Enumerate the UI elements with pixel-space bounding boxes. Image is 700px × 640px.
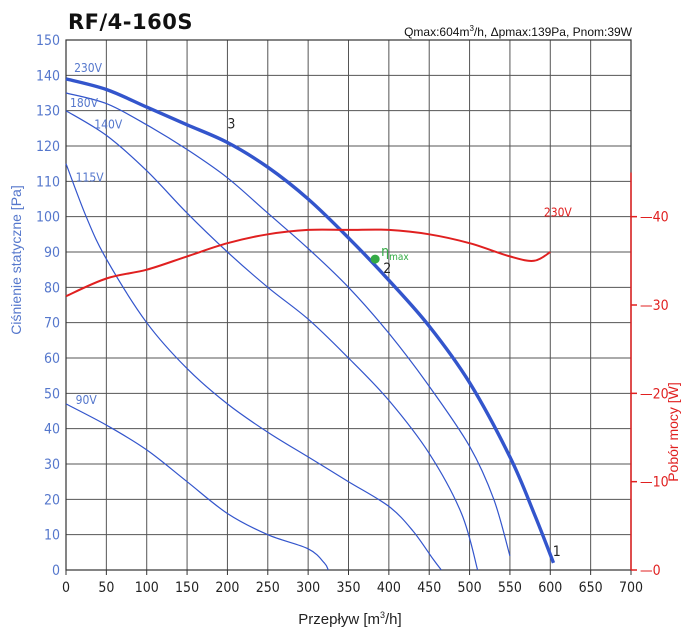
y-tick-label: 0 bbox=[52, 563, 60, 579]
max-efficiency-point bbox=[370, 254, 380, 264]
max-efficiency-label-sub: max bbox=[389, 252, 409, 263]
y-tick-label: 30 bbox=[44, 457, 60, 473]
y-tick-label: 90 bbox=[44, 245, 60, 261]
x-tick-label: 200 bbox=[215, 580, 239, 596]
y-tick-label: 10 bbox=[44, 528, 60, 544]
curve-label-pressure: 230V bbox=[74, 61, 103, 75]
y-tick-label: 70 bbox=[44, 316, 60, 332]
x-tick-label: 450 bbox=[417, 580, 441, 596]
x-axis-label: Przepływ [m3/h] bbox=[260, 610, 440, 628]
specs-qmax-exponent: 3 bbox=[469, 24, 474, 33]
y-tick-label: 130 bbox=[36, 104, 60, 120]
specs-qmax: Qmax:604m bbox=[404, 25, 470, 39]
x-tick-label: 700 bbox=[619, 580, 643, 596]
y2-axis-label: Pobór mocy [W] bbox=[665, 382, 681, 482]
x-axis-label-exponent: 3 bbox=[379, 610, 385, 620]
curve-label-power: 230V bbox=[544, 206, 573, 220]
y-tick-label: 100 bbox=[36, 210, 60, 226]
y-tick-label: 60 bbox=[44, 351, 60, 367]
x-tick-label: 500 bbox=[458, 580, 482, 596]
y-axis-label: Ciśnienie statyczne [Pa] bbox=[8, 185, 24, 335]
y-tick-label: 120 bbox=[36, 139, 60, 155]
curve-label-pressure: 90V bbox=[76, 393, 98, 407]
power-curve-230v bbox=[65, 228, 551, 298]
pressure-curve-140v bbox=[65, 110, 479, 571]
y2-tick-label: —20 bbox=[640, 386, 669, 402]
operating-point-number: 2 bbox=[383, 261, 391, 277]
chart-title: RF/4-160S bbox=[68, 10, 193, 34]
y-tick-label: 40 bbox=[44, 422, 60, 438]
x-tick-label: 600 bbox=[538, 580, 562, 596]
x-tick-label: 350 bbox=[336, 580, 360, 596]
pressure-curve-115v bbox=[65, 163, 442, 571]
x-axis-label-prefix: Przepływ [m bbox=[298, 611, 380, 628]
fan-specs: Qmax:604m3/h, Δpmax:139Pa, Pnom:39W bbox=[404, 24, 632, 39]
y-tick-label: 110 bbox=[36, 174, 60, 190]
y-tick-label: 20 bbox=[44, 492, 60, 508]
x-tick-label: 550 bbox=[498, 580, 522, 596]
x-tick-label: 300 bbox=[296, 580, 320, 596]
y2-tick-label: —40 bbox=[640, 210, 669, 226]
x-tick-label: 650 bbox=[579, 580, 603, 596]
operating-point-number: 1 bbox=[553, 544, 561, 560]
y-tick-label: 80 bbox=[44, 280, 60, 296]
specs-rest: /h, Δpmax:139Pa, Pnom:39W bbox=[473, 25, 632, 39]
x-tick-label: 50 bbox=[98, 580, 114, 596]
x-tick-label: 150 bbox=[175, 580, 199, 596]
x-axis-label-suffix: /h] bbox=[385, 611, 402, 628]
y-tick-label: 50 bbox=[44, 386, 60, 402]
y2-tick-label: —0 bbox=[640, 563, 661, 579]
pressure-curve-230v bbox=[65, 77, 556, 564]
y-tick-label: 140 bbox=[36, 68, 60, 84]
y2-tick-label: —10 bbox=[640, 475, 669, 491]
curve-label-pressure: 140V bbox=[94, 117, 123, 131]
pressure-curve-90v bbox=[65, 403, 329, 571]
curve-label-pressure: 180V bbox=[70, 96, 99, 110]
x-tick-label: 250 bbox=[256, 580, 280, 596]
y-tick-label: 150 bbox=[36, 33, 60, 49]
y2-tick-label: —30 bbox=[640, 298, 669, 314]
curve-label-pressure: 115V bbox=[76, 170, 105, 184]
x-tick-label: 100 bbox=[135, 580, 159, 596]
operating-point-number: 3 bbox=[227, 116, 235, 132]
x-tick-label: 400 bbox=[377, 580, 401, 596]
x-tick-label: 0 bbox=[62, 580, 70, 596]
pressure-curve-180v bbox=[65, 92, 511, 557]
